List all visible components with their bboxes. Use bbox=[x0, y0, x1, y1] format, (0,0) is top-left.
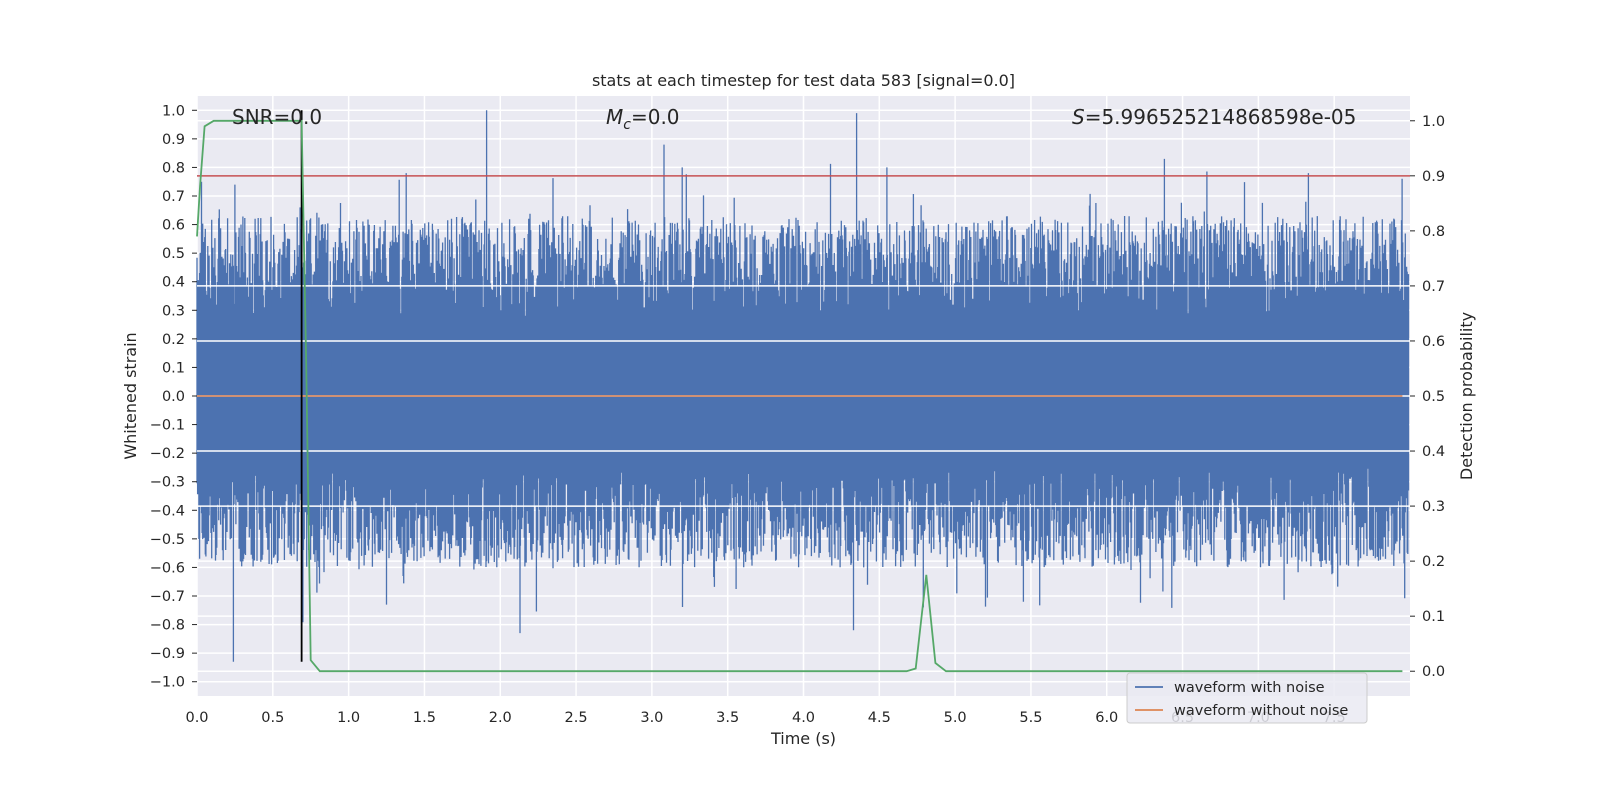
y-axis-label-left: Whitened strain bbox=[121, 332, 140, 459]
y-tick-label-left: −0.6 bbox=[150, 560, 185, 576]
y-tick-label-left: −0.3 bbox=[150, 475, 185, 491]
y-tick-label-right: 1.0 bbox=[1422, 114, 1445, 130]
y-tick-label-left: −0.8 bbox=[150, 618, 185, 634]
y-tick-label-right: 0.1 bbox=[1422, 609, 1445, 625]
x-tick-label: 1.0 bbox=[337, 710, 360, 726]
legend-label-noise: waveform with noise bbox=[1174, 680, 1325, 696]
x-tick-label: 5.5 bbox=[1019, 710, 1042, 726]
y-tick-label-left: 0.2 bbox=[162, 332, 185, 348]
significance-annotation: S=5.996525214868598e-05 bbox=[1072, 105, 1356, 129]
y-tick-label-left: 0.8 bbox=[162, 160, 185, 176]
x-tick-label: 2.0 bbox=[489, 710, 512, 726]
detection-probability-line bbox=[196, 119, 1403, 673]
series-layer bbox=[196, 110, 1410, 673]
legend-box bbox=[1126, 672, 1368, 724]
y-tick-label-left: −0.1 bbox=[150, 418, 185, 434]
chirp-mass-annotation: Mc=0.0 bbox=[606, 105, 680, 133]
legend-label-clean: waveform without noise bbox=[1174, 703, 1348, 719]
y-tick-label-left: 0.3 bbox=[162, 303, 185, 319]
x-tick-label: 2.5 bbox=[565, 710, 588, 726]
x-axis-label: Time (s) bbox=[770, 729, 836, 748]
y-tick-label-right: 0.5 bbox=[1422, 389, 1445, 405]
y-tick-label-left: −0.2 bbox=[150, 446, 185, 462]
s-symbol: S bbox=[1072, 105, 1085, 129]
y-tick-label-right: 0.7 bbox=[1422, 279, 1445, 295]
y-tick-label-right: 0.0 bbox=[1422, 664, 1445, 680]
y-axis-label-right: Detection probability bbox=[1457, 312, 1476, 480]
x-tick-label: 0.5 bbox=[261, 710, 284, 726]
x-tick-label: 5.0 bbox=[944, 710, 967, 726]
chart-title: stats at each timestep for test data 583… bbox=[592, 71, 1015, 90]
y-tick-label-right: 0.3 bbox=[1422, 499, 1445, 515]
y-tick-label-left: −0.9 bbox=[150, 646, 185, 662]
x-tick-label: 3.5 bbox=[716, 710, 739, 726]
y-tick-label-right: 0.6 bbox=[1422, 334, 1445, 350]
x-tick-label: 6.0 bbox=[1095, 710, 1118, 726]
x-tick-label: 0.0 bbox=[185, 710, 208, 726]
x-tick-label: 4.0 bbox=[792, 710, 815, 726]
y-tick-label-right: 0.4 bbox=[1422, 444, 1445, 460]
y-tick-label-left: −0.4 bbox=[150, 503, 185, 519]
x-tick-label: 4.5 bbox=[868, 710, 891, 726]
y-tick-label-left: −1.0 bbox=[150, 675, 185, 691]
y-tick-label-right: 0.9 bbox=[1422, 169, 1445, 185]
y-tick-label-left: 0.7 bbox=[162, 189, 185, 205]
y-tick-label-left: −0.5 bbox=[150, 532, 185, 548]
y-tick-label-left: 0.4 bbox=[162, 275, 185, 291]
y-tick-label-left: 0.9 bbox=[162, 132, 185, 148]
y-tick-label-left: 0.5 bbox=[162, 246, 185, 262]
y-tick-label-left: 0.6 bbox=[162, 218, 185, 234]
y-tick-label-left: 1.0 bbox=[162, 103, 185, 119]
mc-symbol: M bbox=[606, 105, 623, 129]
axes-layer: 0.00.51.01.52.02.53.03.54.04.55.05.56.06… bbox=[150, 103, 1445, 726]
snr-annotation: SNR=0.0 bbox=[232, 105, 322, 129]
x-tick-label: 1.5 bbox=[413, 710, 436, 726]
y-tick-label-left: −0.7 bbox=[150, 589, 185, 605]
legend: waveform with noise waveform without noi… bbox=[1126, 672, 1368, 724]
x-tick-label: 3.0 bbox=[640, 710, 663, 726]
s-value: =5.996525214868598e-05 bbox=[1085, 105, 1357, 129]
mc-subscript: c bbox=[623, 117, 631, 133]
y-tick-label-left: 0.1 bbox=[162, 360, 185, 376]
y-tick-label-left: 0.0 bbox=[162, 389, 185, 405]
y-tick-label-right: 0.2 bbox=[1422, 554, 1445, 570]
mc-value: =0.0 bbox=[631, 105, 680, 129]
y-tick-label-right: 0.8 bbox=[1422, 224, 1445, 240]
